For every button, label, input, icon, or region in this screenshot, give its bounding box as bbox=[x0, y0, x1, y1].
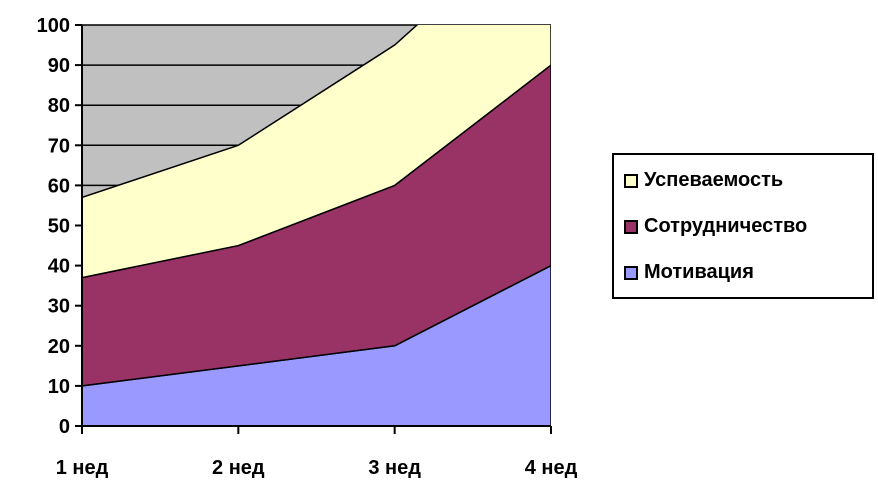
legend-item-sotrudnichestvo: Сотрудничество bbox=[624, 215, 807, 238]
legend-swatch-motivaciya bbox=[624, 265, 638, 280]
legend-swatch-uspevaemost bbox=[624, 173, 638, 188]
legend-item-uspevaemost: Успеваемость bbox=[624, 169, 783, 192]
x-tick-label-2: 3 нед bbox=[368, 457, 421, 479]
y-tick-label-70: 70 bbox=[48, 135, 70, 157]
area-series-2 bbox=[82, 25, 551, 279]
x-tick-label-3: 4 нед bbox=[525, 457, 578, 479]
x-tick-label-1: 2 нед bbox=[212, 457, 265, 479]
axes bbox=[75, 24, 552, 434]
y-tick-label-10: 10 bbox=[48, 376, 70, 398]
legend-label-uspevaemost: Успеваемость bbox=[644, 169, 784, 191]
y-tick-label-40: 40 bbox=[48, 256, 70, 278]
y-tick-label-0: 0 bbox=[59, 416, 70, 438]
y-tick-label-50: 50 bbox=[48, 216, 70, 238]
y-tick-label-90: 90 bbox=[48, 55, 70, 77]
series-areas bbox=[82, 25, 551, 427]
legend: Успеваемость Сотрудничество Мотивация bbox=[612, 153, 874, 299]
y-tick-label-100: 100 bbox=[37, 15, 70, 37]
y-axis-labels: 0 10 20 30 40 50 60 70 80 90 100 bbox=[37, 15, 70, 438]
y-tick-label-20: 20 bbox=[48, 336, 70, 358]
y-tick-label-80: 80 bbox=[48, 95, 70, 117]
x-axis-labels: 1 нед 2 нед 3 нед 4 нед bbox=[56, 457, 578, 479]
legend-label-motivaciya: Мотивация bbox=[644, 261, 754, 283]
legend-item-motivaciya: Мотивация bbox=[624, 261, 754, 284]
legend-swatch-sotrudnichestvo bbox=[624, 219, 638, 234]
y-tick-label-30: 30 bbox=[48, 296, 70, 318]
y-tick-label-60: 60 bbox=[48, 175, 70, 197]
x-tick-label-0: 1 нед bbox=[56, 457, 109, 479]
legend-label-sotrudnichestvo: Сотрудничество bbox=[644, 215, 808, 237]
